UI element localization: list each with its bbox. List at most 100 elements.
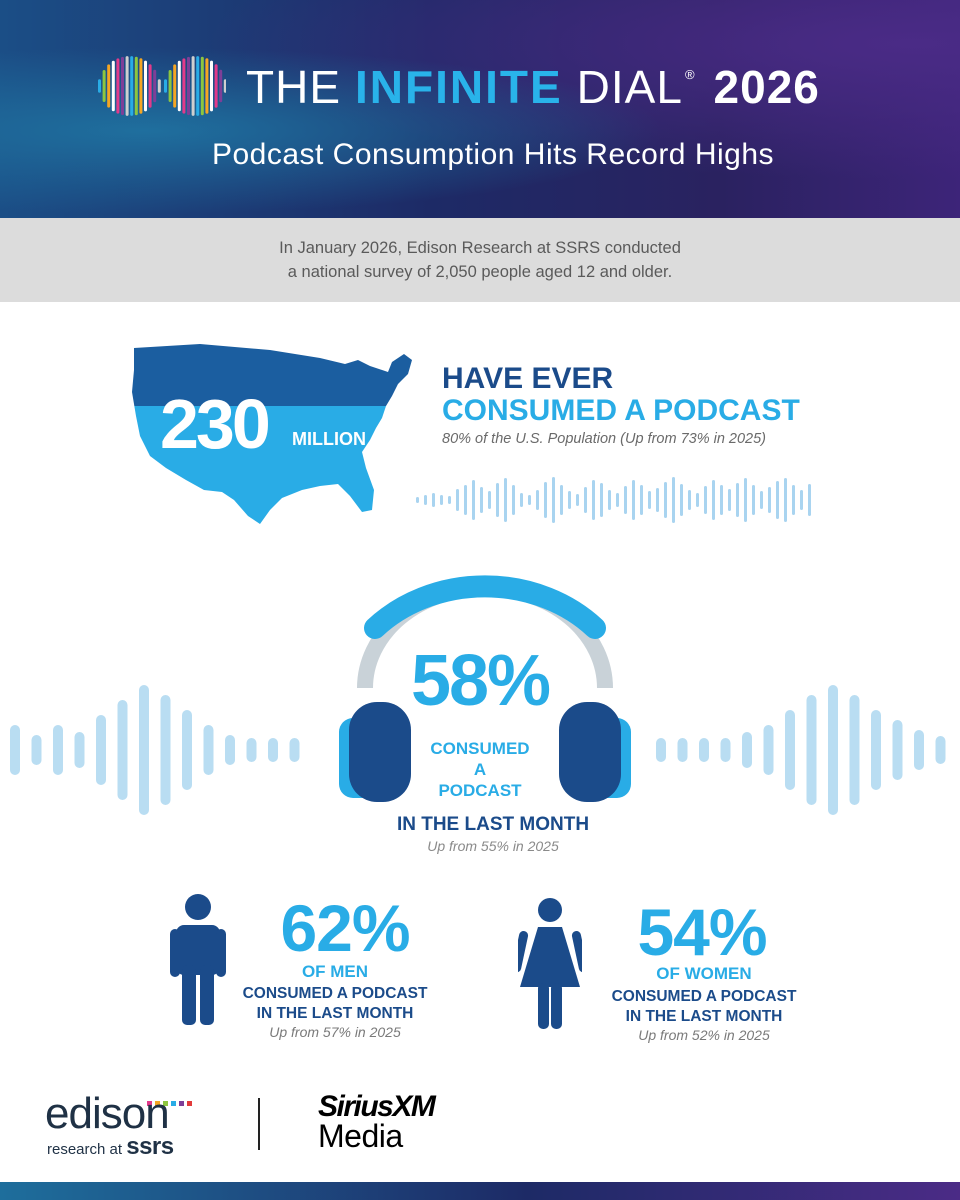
- stat-ever-unit: MILLION: [292, 429, 366, 449]
- sound-wave-large: [10, 685, 946, 815]
- wave-bar: [704, 486, 707, 514]
- stat-ever-value: 230: [160, 385, 271, 463]
- wave-bar: [656, 738, 666, 762]
- wave-bar: [74, 732, 85, 768]
- wave-bar: [552, 477, 555, 523]
- wave-bar: [720, 485, 723, 515]
- bottom-gradient-bar: [0, 1182, 960, 1200]
- stat-ever-note: 80% of the U.S. Population (Up from 73% …: [442, 431, 767, 447]
- stat-month-label-1: CONSUMED: [430, 739, 530, 758]
- sound-wave-small: [416, 477, 811, 523]
- wave-bar: [672, 477, 675, 523]
- logo-bar: [144, 60, 147, 112]
- wave-bar: [736, 483, 739, 517]
- page-subtitle: Podcast Consumption Hits Record Highs: [211, 138, 775, 171]
- wave-bar: [680, 484, 683, 516]
- wave-bar: [828, 685, 838, 815]
- wave-bar: [576, 494, 579, 506]
- wave-bar: [785, 710, 795, 790]
- logo-bar: [187, 56, 190, 116]
- wave-bar: [728, 489, 731, 511]
- wave-bar: [784, 478, 787, 522]
- woman-icon: [518, 898, 582, 1029]
- wave-bar: [416, 497, 419, 503]
- logo-bar: [153, 69, 157, 103]
- wave-bar: [246, 738, 257, 762]
- wave-bar: [289, 738, 300, 762]
- stat-men-note: Up from 57% in 2025: [269, 1024, 401, 1040]
- wave-bar: [712, 480, 715, 520]
- wave-bar: [806, 695, 817, 805]
- logo-bar: [223, 79, 226, 93]
- ear-cup-left: [349, 702, 411, 802]
- infinite-dial-logo: [98, 56, 226, 116]
- edison-logo: edison research at ssrs: [45, 1089, 215, 1161]
- headphones-icon: [339, 575, 631, 802]
- wave-bar: [677, 738, 688, 762]
- logo-bar: [139, 58, 143, 114]
- wave-bar: [616, 493, 619, 507]
- logo-bar: [98, 79, 101, 93]
- stat-women-group: OF WOMEN: [656, 964, 752, 983]
- logo-bar: [182, 58, 186, 114]
- wave-bar: [53, 725, 63, 775]
- wave-bar: [935, 736, 946, 764]
- stat-ever-line1: HAVE EVER: [442, 362, 614, 395]
- stat-women-caption: CONSUMED A PODCAST IN THE LAST MONTH: [571, 987, 837, 1027]
- logo-bar: [177, 60, 181, 112]
- us-map-icon: [132, 344, 412, 524]
- logo-bar: [116, 58, 120, 114]
- edison-wordmark: edison: [45, 1089, 170, 1138]
- wave-bar: [472, 480, 475, 520]
- siriusxm-media-logo: SiriusXM Media: [318, 1090, 436, 1155]
- wave-bar: [488, 491, 491, 509]
- logo-bar: [157, 79, 161, 93]
- edison-sub-prefix: research at: [47, 1141, 127, 1158]
- wave-bar: [760, 491, 763, 509]
- wave-bar: [871, 710, 881, 790]
- report-title: THE INFINITE DIAL ® 2026: [246, 60, 820, 116]
- wave-bar: [504, 478, 507, 522]
- title-year: 2026: [713, 61, 820, 113]
- stat-women-line1: CONSUMED A PODCAST: [611, 988, 797, 1005]
- title-dial: DIAL: [576, 61, 683, 113]
- wave-bar: [225, 735, 235, 765]
- wave-bar: [448, 496, 451, 504]
- wave-bar: [182, 710, 192, 790]
- registered-mark: ®: [684, 67, 696, 82]
- stat-month-label-2: A: [473, 760, 487, 779]
- logo-bar: [191, 56, 195, 116]
- wave-bar: [800, 490, 803, 510]
- logo-bar: [168, 70, 172, 102]
- wave-bar: [560, 485, 563, 515]
- wave-bar: [117, 700, 128, 800]
- wave-bar: [849, 695, 860, 805]
- wave-bar: [203, 725, 214, 775]
- stat-women-note: Up from 52% in 2025: [638, 1027, 770, 1043]
- logo-bar: [214, 64, 218, 108]
- wave-bar: [480, 487, 483, 513]
- siriusxm-wordmark: SiriusXM: [318, 1090, 436, 1123]
- media-wordmark: Media: [318, 1118, 403, 1154]
- logo-bar: [130, 56, 134, 116]
- wave-bar: [664, 482, 667, 518]
- wave-bar: [808, 484, 811, 516]
- wave-bar: [432, 493, 435, 507]
- logo-bar: [200, 56, 204, 116]
- logo-bar: [219, 69, 223, 103]
- title-infinite: INFINITE: [355, 61, 563, 113]
- stat-month-label: CONSUMED A PODCAST: [380, 738, 580, 801]
- wave-bar: [544, 482, 547, 518]
- wave-bar: [640, 485, 643, 515]
- logo-bar: [148, 64, 152, 108]
- ear-cup-right: [559, 702, 621, 802]
- wave-bar: [160, 695, 171, 805]
- wave-bar: [96, 715, 106, 785]
- stat-men-line1: CONSUMED A PODCAST: [242, 985, 428, 1002]
- wave-bar: [600, 483, 603, 517]
- edison-subline: research at ssrs: [47, 1133, 174, 1161]
- wave-bar: [464, 485, 467, 515]
- wave-bar: [139, 685, 149, 815]
- logo-bar: [134, 56, 138, 116]
- intro-line-1: In January 2026, Edison Research at SSRS…: [279, 239, 681, 257]
